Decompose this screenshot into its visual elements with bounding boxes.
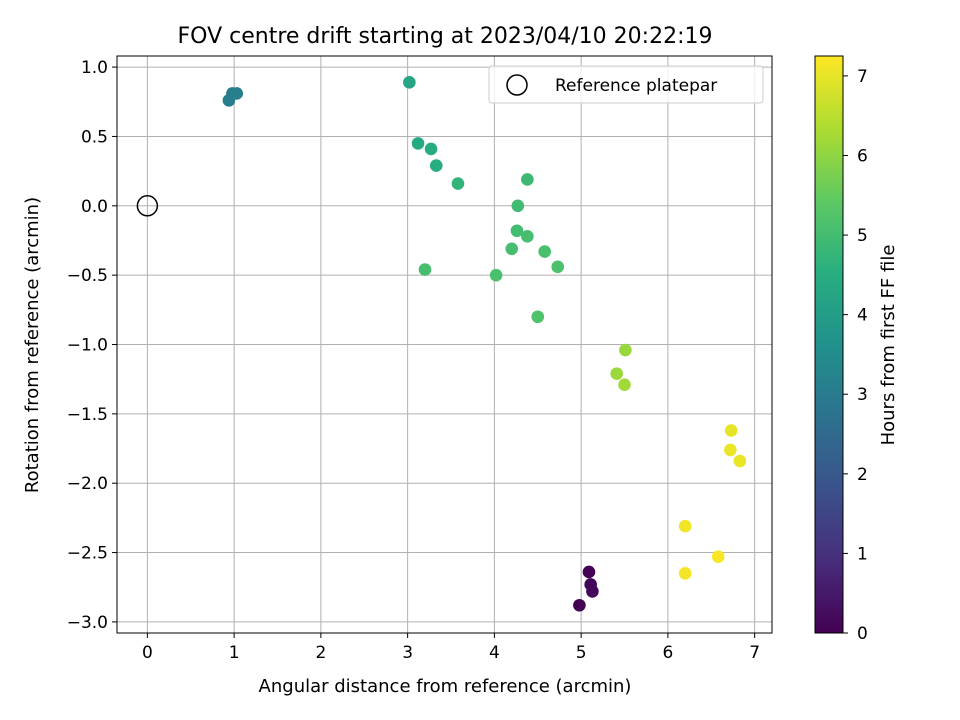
colorbar-tick-label: 7 bbox=[857, 67, 868, 87]
data-point bbox=[582, 565, 596, 579]
x-axis-label: Angular distance from reference (arcmin) bbox=[259, 676, 632, 697]
colorbar-gradient bbox=[814, 55, 844, 634]
data-point bbox=[451, 177, 465, 190]
data-point bbox=[429, 159, 443, 172]
colorbar-tick-label: 4 bbox=[857, 306, 868, 326]
y-tick-label: 0.0 bbox=[81, 197, 108, 217]
y-tick-label: −2.5 bbox=[67, 544, 108, 564]
y-tick-label: 0.5 bbox=[81, 127, 108, 147]
data-point bbox=[733, 454, 747, 468]
y-tick-label: −1.5 bbox=[67, 405, 108, 425]
y-tick-label: 1.0 bbox=[81, 58, 108, 78]
scatter-points bbox=[222, 76, 747, 612]
data-point bbox=[711, 550, 725, 564]
y-tick-label: −1.0 bbox=[67, 336, 108, 356]
data-point bbox=[551, 260, 565, 274]
data-point bbox=[724, 424, 738, 437]
data-point bbox=[678, 567, 692, 580]
data-point bbox=[573, 598, 586, 612]
x-tick-label: 7 bbox=[749, 643, 760, 663]
x-tick-label: 1 bbox=[229, 643, 240, 663]
reference-marker-layer bbox=[136, 195, 159, 217]
data-point bbox=[424, 142, 438, 156]
data-point bbox=[411, 137, 425, 150]
data-point bbox=[489, 268, 503, 282]
data-point bbox=[538, 245, 552, 258]
data-point bbox=[619, 343, 632, 357]
y-tick-label: −3.0 bbox=[67, 613, 108, 633]
data-point bbox=[521, 173, 534, 186]
y-tick-label: −2.0 bbox=[67, 474, 108, 494]
data-point bbox=[510, 224, 524, 238]
chart-title: FOV centre drift starting at 2023/04/10 … bbox=[178, 24, 713, 49]
x-tick-label: 5 bbox=[576, 643, 587, 663]
data-point bbox=[610, 367, 624, 380]
colorbar-label: Hours from first FF file bbox=[878, 245, 899, 446]
x-tick-label: 0 bbox=[142, 643, 153, 663]
data-point bbox=[230, 87, 244, 100]
x-tick-label: 2 bbox=[315, 643, 326, 663]
legend: Reference platepar bbox=[488, 65, 764, 104]
legend-marker bbox=[506, 74, 528, 96]
grid bbox=[117, 56, 772, 633]
colorbar-tick-label: 5 bbox=[857, 226, 868, 246]
y-axis-ticks: 1.0 0.5 0.0 −0.5 −1.0 −1.5 −2.0 −2.5 −3.0 bbox=[67, 58, 117, 633]
x-tick-label: 3 bbox=[402, 643, 413, 663]
legend-label: Reference platepar bbox=[555, 76, 717, 96]
colorbar-tick-label: 6 bbox=[857, 146, 868, 166]
y-tick-label: −0.5 bbox=[67, 266, 108, 286]
data-point bbox=[505, 242, 519, 256]
x-axis-ticks: 0 1 2 3 4 5 6 7 bbox=[142, 633, 760, 663]
colorbar-ticks: 0 1 2 3 4 5 6 7 bbox=[843, 67, 868, 644]
data-point bbox=[618, 378, 631, 392]
data-point bbox=[531, 310, 545, 324]
x-tick-label: 4 bbox=[489, 643, 500, 663]
data-point bbox=[418, 263, 432, 276]
data-point bbox=[403, 76, 416, 89]
legend-box bbox=[488, 65, 764, 104]
reference-platepar-marker bbox=[136, 195, 159, 217]
data-point bbox=[511, 199, 525, 213]
x-tick-label: 6 bbox=[662, 643, 673, 663]
colorbar-tick-label: 2 bbox=[857, 465, 868, 485]
data-point bbox=[586, 585, 599, 598]
colorbar-tick-label: 3 bbox=[857, 385, 868, 405]
data-point bbox=[521, 230, 534, 243]
data-point bbox=[724, 443, 737, 457]
colorbar: 0 1 2 3 4 5 6 7 Hours from first FF file bbox=[814, 55, 899, 644]
y-axis-label: Rotation from reference (arcmin) bbox=[22, 197, 43, 493]
data-point bbox=[678, 519, 692, 533]
colorbar-tick-label: 0 bbox=[857, 624, 868, 644]
colorbar-tick-label: 1 bbox=[857, 544, 868, 564]
